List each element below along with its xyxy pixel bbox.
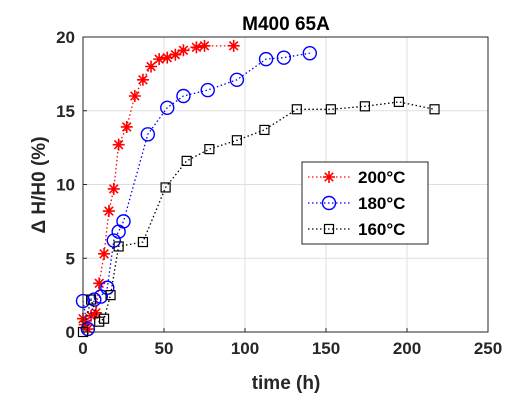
legend-marker <box>321 195 337 211</box>
data-point <box>98 247 111 260</box>
chart-title: M400 65A <box>242 14 330 35</box>
x-tick-label: 250 <box>474 339 502 358</box>
data-point <box>229 72 245 87</box>
data-point <box>85 294 97 305</box>
y-axis-label: Δ H/H0 (%) <box>29 136 50 233</box>
data-point <box>393 96 404 108</box>
legend-item: 200°C <box>308 168 405 187</box>
x-tick-label: 100 <box>231 339 259 358</box>
data-point <box>136 73 149 86</box>
data-point <box>227 39 240 52</box>
data-point <box>359 101 370 112</box>
data-point <box>161 51 174 64</box>
data-point <box>160 100 175 116</box>
x-tick-label: 200 <box>393 339 421 358</box>
data-point <box>120 120 133 133</box>
data-point <box>176 88 191 104</box>
data-point <box>302 46 317 61</box>
data-point <box>105 290 116 301</box>
data-point <box>429 104 440 115</box>
legend-label: 180°C <box>358 194 405 213</box>
data-point <box>291 104 302 115</box>
legend-marker <box>323 171 335 183</box>
y-tick-label: 20 <box>56 28 75 47</box>
data-point <box>276 50 292 65</box>
x-axis-label: time (h) <box>252 373 321 394</box>
data-point <box>204 144 215 155</box>
data-point <box>198 39 211 52</box>
data-point <box>78 318 91 331</box>
legend-item: 180°C <box>308 194 405 213</box>
data-point <box>116 214 131 229</box>
data-point <box>112 138 125 151</box>
data-point <box>85 309 98 322</box>
data-point <box>137 236 149 248</box>
data-point <box>231 135 242 146</box>
legend-label: 200°C <box>358 168 405 187</box>
x-tick-label: 0 <box>78 339 87 358</box>
y-tick-label: 15 <box>56 102 75 121</box>
legend-label: 160°C <box>358 220 405 239</box>
data-point <box>181 155 192 166</box>
data-point <box>259 124 270 136</box>
data-point <box>140 127 156 142</box>
ticks: 0 50 100 150 200 250 0 5 10 15 20 <box>56 28 502 358</box>
y-tick-label: 5 <box>66 249 75 268</box>
y-tick-label: 10 <box>56 176 75 195</box>
data-point <box>177 44 190 57</box>
legend: 200°C 180°C 160°C <box>301 161 429 245</box>
series-layer <box>75 39 440 338</box>
data-point <box>160 182 171 193</box>
legend-item: 160°C <box>308 220 405 239</box>
data-point <box>190 41 203 54</box>
data-point <box>107 182 120 195</box>
data-point <box>145 60 158 73</box>
data-point <box>169 48 182 61</box>
x-tick-label: 50 <box>155 339 174 358</box>
data-point <box>153 53 166 66</box>
data-point <box>98 313 110 324</box>
x-tick-label: 150 <box>312 339 340 358</box>
legend-marker <box>323 223 335 235</box>
data-point <box>87 292 102 307</box>
data-point <box>258 51 274 67</box>
y-tick-label: 0 <box>66 323 75 342</box>
series-line <box>82 101 435 333</box>
data-point <box>200 82 215 98</box>
data-point <box>100 280 115 295</box>
data-point <box>89 306 102 319</box>
data-point <box>113 241 124 252</box>
data-point <box>128 90 141 102</box>
data-point <box>102 205 115 218</box>
data-point <box>325 104 336 115</box>
data-point <box>93 277 106 290</box>
